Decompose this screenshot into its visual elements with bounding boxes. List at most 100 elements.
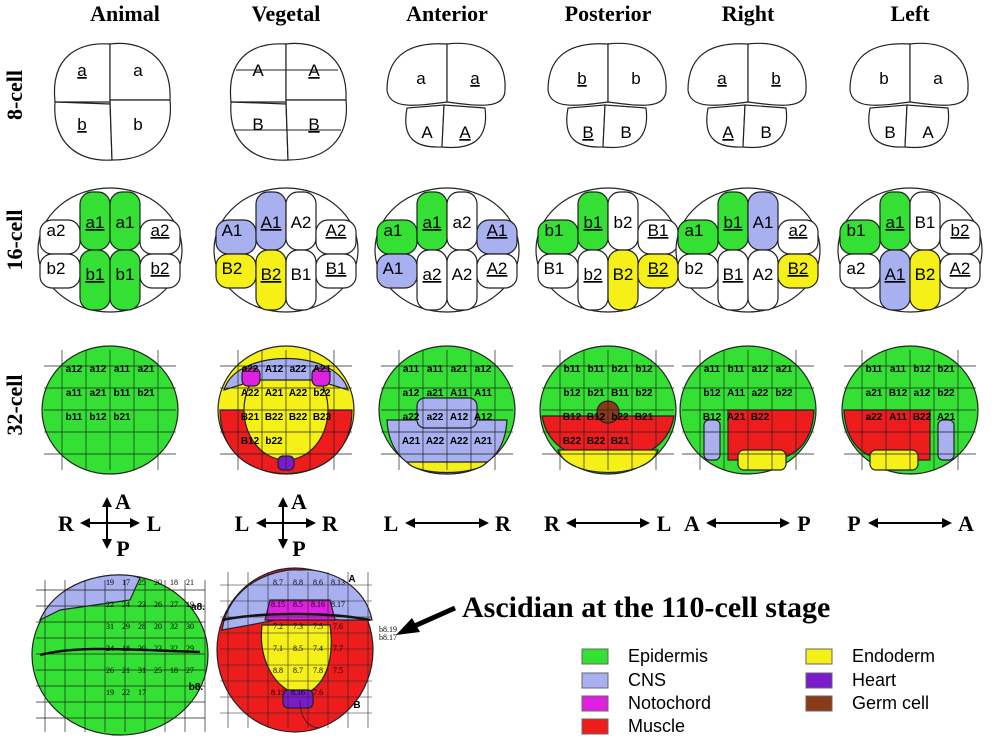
- cell-label: b1: [545, 221, 564, 240]
- cell-label: a: [717, 69, 727, 88]
- cell-label: a: [416, 69, 426, 88]
- legend-label: Notochord: [628, 693, 711, 713]
- cell-label: B22: [265, 412, 284, 423]
- cell-label: b2: [47, 259, 66, 278]
- cell-label: b12: [563, 388, 581, 399]
- axis-end-label: R: [322, 511, 339, 536]
- cell-label: A1: [753, 213, 774, 232]
- cell-label: A1: [885, 265, 906, 284]
- title-text: Ascidian at the 110-cell stage: [462, 591, 830, 624]
- embryo-8cell: a a A A: [386, 42, 506, 149]
- column-heading: Right: [722, 1, 775, 26]
- cell-number: 32: [170, 644, 178, 653]
- cell-label: B12: [889, 388, 908, 399]
- cell-label: b22: [775, 388, 793, 399]
- cell-label: a21: [427, 388, 444, 399]
- cell-number: 22: [106, 600, 114, 609]
- cell-label: B2: [222, 259, 243, 278]
- cell-label: B22: [563, 436, 582, 447]
- cell-number: 7.3: [293, 622, 303, 631]
- cell-number: 8.6: [313, 578, 323, 587]
- cell-number: 18: [170, 666, 178, 675]
- cell-label: A22: [289, 388, 308, 399]
- cell-number: 8.8: [273, 666, 283, 675]
- cell-label: B1: [544, 259, 565, 278]
- cell-label: A1: [383, 259, 404, 278]
- cell-label: a11: [704, 364, 721, 375]
- cell-label: A21: [313, 364, 332, 375]
- cell-label: A2: [452, 265, 473, 284]
- lineage-label: A: [348, 574, 355, 585]
- cell-label: b12: [635, 364, 653, 375]
- cell-label: a22: [242, 364, 259, 375]
- cell-label: a: [933, 69, 943, 88]
- legend-item: Endoderm: [805, 646, 935, 666]
- cell-number: 31: [106, 622, 114, 631]
- cell-label: b11: [728, 364, 745, 375]
- cell-number: 21: [122, 666, 130, 675]
- cell-label: a22: [752, 388, 769, 399]
- legend: Epidermis CNS Notochord Muscle Endoderm Heart…: [581, 646, 935, 736]
- cell-label: a11: [114, 364, 131, 375]
- cell-number: 8.15: [271, 688, 285, 697]
- cell-label: b12: [89, 412, 107, 423]
- cell-number: 26: [154, 600, 162, 609]
- cell-label: a12: [403, 388, 420, 399]
- cell-label: B22: [751, 412, 770, 423]
- cell-label: B2: [915, 265, 936, 284]
- legend-label: Epidermis: [628, 646, 708, 666]
- legend-label: Heart: [852, 670, 896, 690]
- cell-number: 21: [186, 578, 194, 587]
- embryo-drawings: a a b b A A B Ba a A Ab b B Ba b A Bb a B Aa2 a1 a1 a2 b2 b1 b1 b2…: [37, 42, 983, 475]
- cell-label: b11: [866, 364, 883, 375]
- legend-item: CNS: [581, 670, 666, 690]
- cell-number: 25: [138, 578, 146, 587]
- embryo-32cell: a11 b11 a12 a21 b12 A11 a22 b22 B12 A21 B22: [679, 345, 817, 475]
- cell-label: b11: [66, 412, 83, 423]
- cell-label: b11: [564, 364, 581, 375]
- cell-number: 7.6: [333, 622, 343, 631]
- embryo-8cell: a a b b: [53, 42, 172, 161]
- legend-label: Endoderm: [852, 646, 935, 666]
- cell-number: 29: [122, 622, 130, 631]
- cell-label: A: [922, 123, 934, 142]
- axis-end-label: P: [847, 511, 860, 536]
- lineage-label: B: [353, 700, 360, 711]
- column-heading: Anterior: [406, 1, 488, 26]
- legend-item: Muscle: [581, 716, 685, 736]
- cell-label: a21: [90, 388, 107, 399]
- cell-number: 31: [138, 666, 146, 675]
- legend-label: Muscle: [628, 716, 685, 736]
- cell-label: B12: [241, 436, 260, 447]
- cell-number: 24: [106, 644, 114, 653]
- axis-end-label: L: [657, 511, 672, 536]
- cell-label: a2: [423, 265, 442, 284]
- cell-number: 19: [186, 600, 194, 609]
- legend-swatch: [581, 672, 609, 689]
- cell-label: a: [133, 61, 143, 80]
- cell-label: a12: [914, 388, 931, 399]
- cell-label: A21: [265, 388, 284, 399]
- legend-swatch: [805, 648, 833, 665]
- cell-label: B22: [289, 412, 308, 423]
- embryo-16cell: a2 a1 a1 a2 b2 b1 b1 b2: [37, 187, 183, 313]
- embryo-32cell: b11 b11 b21 b12 b12 b21 B11 b22 B12 B12 b22 B21 B22 B…: [539, 345, 677, 475]
- legend-swatch: [805, 695, 833, 712]
- cell-label: a22: [866, 412, 883, 423]
- cell-label: b22: [265, 436, 283, 447]
- cell-label: b21: [137, 388, 155, 399]
- cell-label: A2: [950, 259, 971, 278]
- cell-label: B: [760, 123, 771, 142]
- cell-label: b: [133, 115, 142, 134]
- cell-label: B22: [587, 436, 606, 447]
- cell-number: 8.16: [291, 688, 305, 697]
- cell-label: A: [421, 123, 433, 142]
- column-headings: Animal Vegetal Anterior Posterior Right Left: [90, 1, 930, 26]
- cell-label: b: [577, 69, 586, 88]
- cell-label: a1: [116, 213, 135, 232]
- cell-number: 7.1: [273, 644, 283, 653]
- cell-number: 8.5: [293, 644, 303, 653]
- cell-label: A2: [753, 265, 774, 284]
- column-heading: Animal: [90, 1, 160, 26]
